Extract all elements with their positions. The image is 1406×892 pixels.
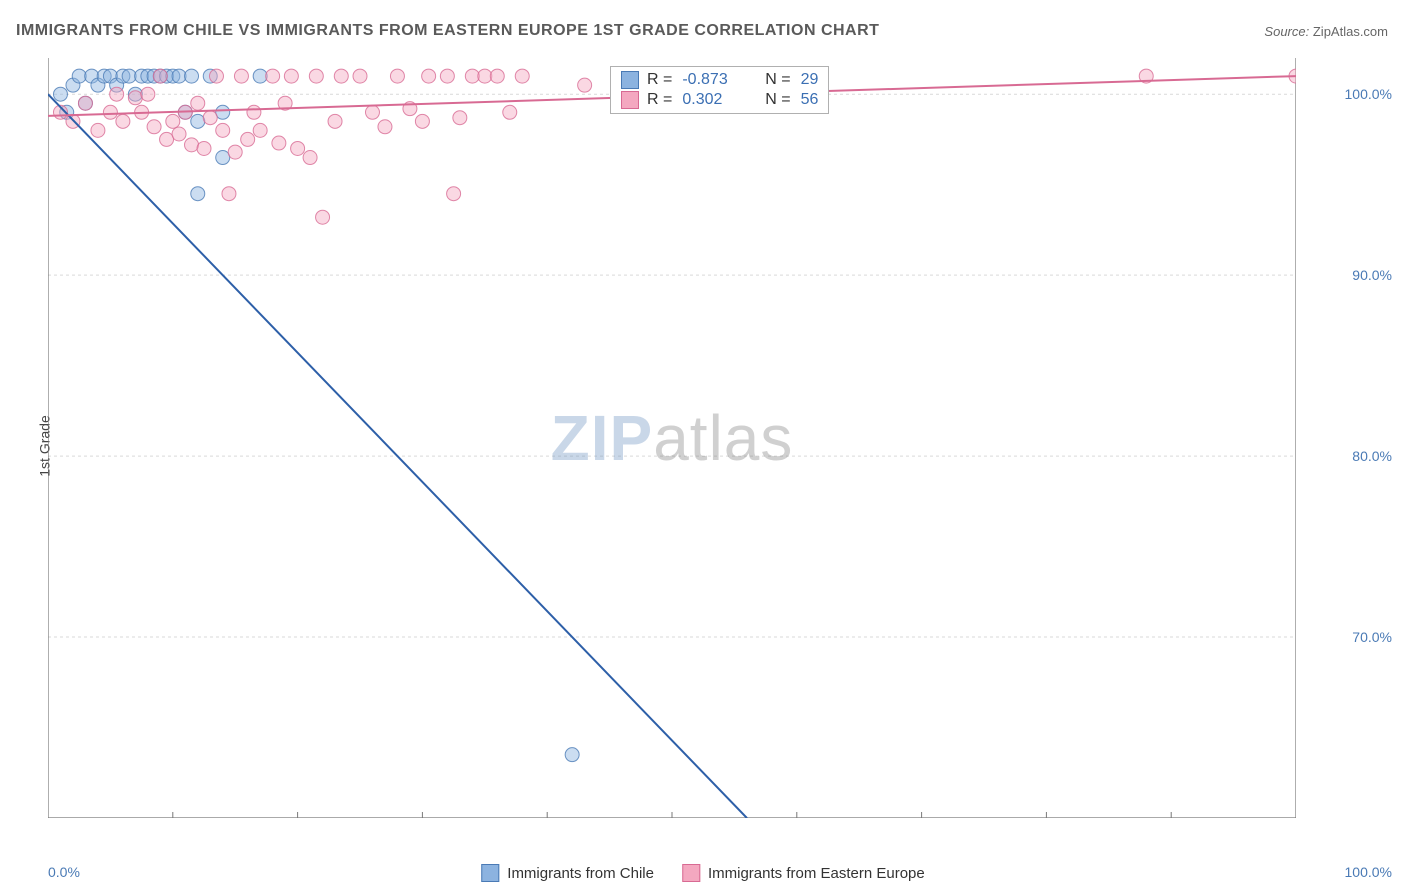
legend-label: Immigrants from Chile <box>507 865 654 882</box>
bottom-legend: Immigrants from Chile Immigrants from Ea… <box>481 864 924 882</box>
swatch-icon <box>621 71 639 89</box>
scatter-plot-svg <box>48 58 1296 818</box>
legend-item-chile: Immigrants from Chile <box>481 864 654 882</box>
x-axis-min-label: 0.0% <box>48 864 80 880</box>
swatch-icon <box>481 864 499 882</box>
swatch-icon <box>682 864 700 882</box>
stats-box: R =-0.873 N =29 R =0.302 N =56 <box>610 66 829 114</box>
x-axis-max-label: 100.0% <box>1345 864 1392 880</box>
y-tick-label: 70.0% <box>1352 629 1392 645</box>
legend-item-eastern-europe: Immigrants from Eastern Europe <box>682 864 925 882</box>
y-tick-label: 90.0% <box>1352 267 1392 283</box>
chart-container: IMMIGRANTS FROM CHILE VS IMMIGRANTS FROM… <box>0 0 1406 892</box>
stats-row: R =-0.873 N =29 <box>621 71 818 89</box>
y-tick-label: 100.0% <box>1345 86 1392 102</box>
y-tick-label: 80.0% <box>1352 448 1392 464</box>
source-attribution: Source: ZipAtlas.com <box>1264 24 1388 39</box>
plot-area: ZIPatlas R =-0.873 N =29R =0.302 N =56 <box>48 58 1296 818</box>
stats-row: R =0.302 N =56 <box>621 91 818 109</box>
source-value: ZipAtlas.com <box>1313 24 1388 39</box>
chart-title: IMMIGRANTS FROM CHILE VS IMMIGRANTS FROM… <box>16 22 879 40</box>
swatch-icon <box>621 91 639 109</box>
legend-label: Immigrants from Eastern Europe <box>708 865 925 882</box>
source-label: Source: <box>1264 24 1309 39</box>
